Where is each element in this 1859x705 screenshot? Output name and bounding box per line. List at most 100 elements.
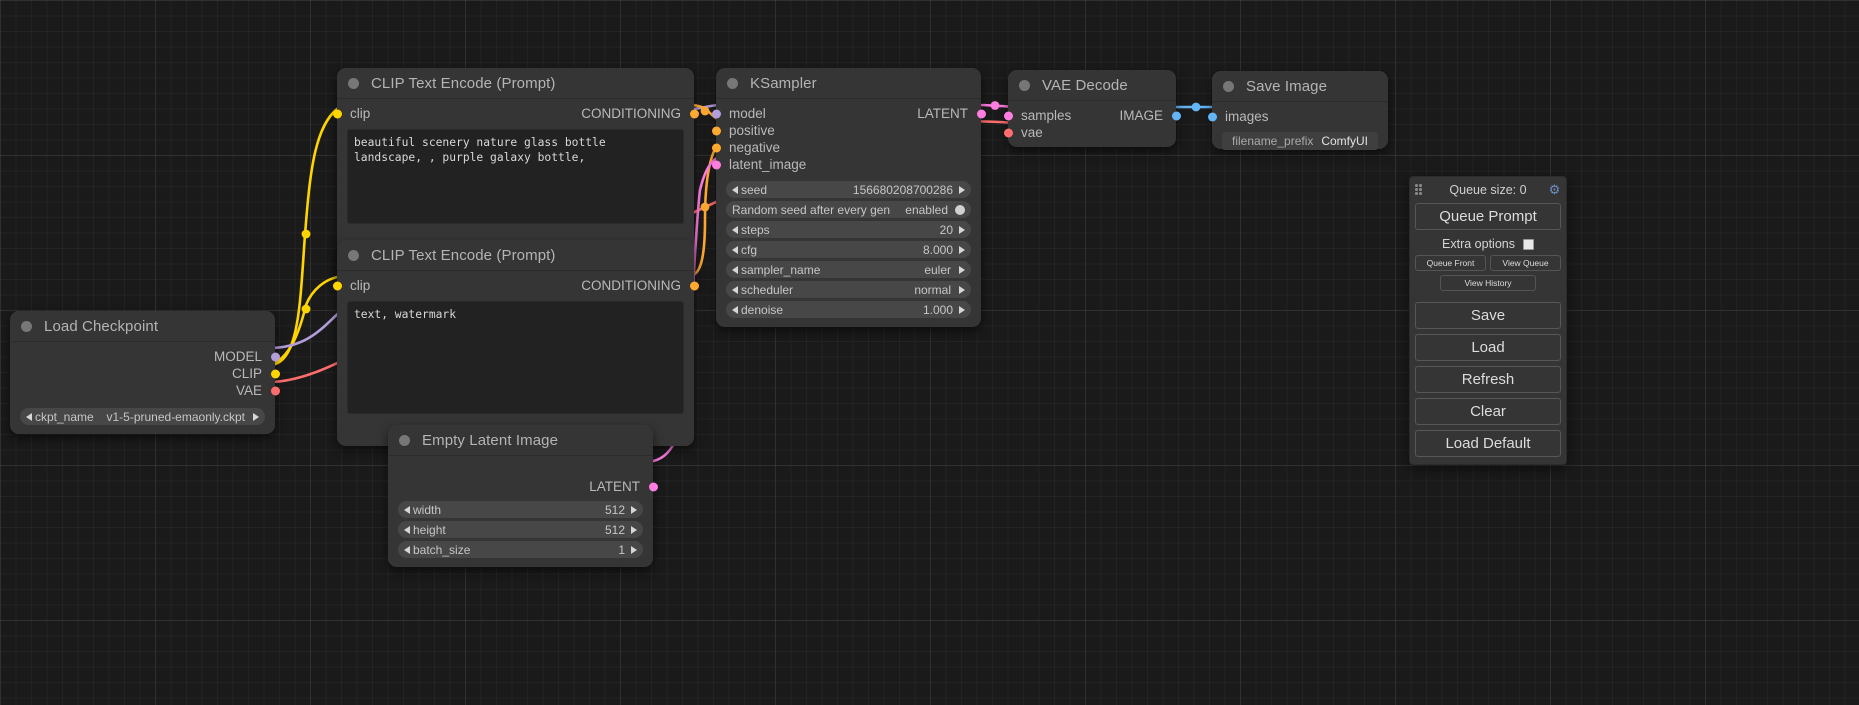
chevron-right-icon[interactable] bbox=[959, 265, 965, 274]
chevron-right-icon[interactable] bbox=[959, 225, 965, 234]
node-title-bar[interactable]: Load Checkpoint bbox=[10, 311, 275, 341]
toggle-knob-icon[interactable] bbox=[955, 204, 965, 215]
chevron-right-icon[interactable] bbox=[959, 245, 965, 254]
port-model[interactable] bbox=[270, 352, 280, 361]
chevron-left-icon[interactable] bbox=[404, 505, 410, 514]
input-slot-positive[interactable]: positive bbox=[711, 122, 981, 139]
view-queue-button[interactable]: View Queue bbox=[1490, 255, 1561, 271]
port-negative-in[interactable] bbox=[711, 143, 721, 152]
refresh-button[interactable]: Refresh bbox=[1415, 366, 1561, 393]
widget-seed[interactable]: seed 156680208700286 bbox=[726, 181, 971, 198]
chevron-right-icon[interactable] bbox=[959, 305, 965, 314]
chevron-left-icon[interactable] bbox=[732, 185, 738, 194]
clear-button[interactable]: Clear bbox=[1415, 398, 1561, 425]
chevron-right-icon[interactable] bbox=[631, 525, 637, 534]
node-collapse-icon[interactable] bbox=[348, 77, 359, 89]
input-slot-model[interactable]: model LATENT bbox=[711, 105, 986, 122]
node-title-bar[interactable]: Empty Latent Image bbox=[388, 425, 653, 455]
chevron-right-icon[interactable] bbox=[959, 285, 965, 294]
chevron-left-icon[interactable] bbox=[732, 245, 738, 254]
output-slot-latent[interactable]: LATENT bbox=[388, 478, 658, 495]
port-conditioning-out[interactable] bbox=[689, 109, 699, 118]
port-clip[interactable] bbox=[270, 369, 280, 378]
widget-steps[interactable]: steps 20 bbox=[726, 221, 971, 238]
load-default-button[interactable]: Load Default bbox=[1415, 430, 1561, 457]
chevron-left-icon[interactable] bbox=[404, 525, 410, 534]
port-clip-in[interactable] bbox=[332, 109, 342, 118]
chevron-left-icon[interactable] bbox=[732, 285, 738, 294]
port-conditioning-out[interactable] bbox=[689, 281, 699, 290]
port-images-in[interactable] bbox=[1207, 112, 1217, 121]
chevron-left-icon[interactable] bbox=[732, 225, 738, 234]
gear-icon[interactable]: ⚙ bbox=[1548, 182, 1561, 197]
comfy-menu-panel[interactable]: Queue size: 0 ⚙ Queue Prompt Extra optio… bbox=[1409, 176, 1567, 465]
widget-sampler-name[interactable]: sampler_name euler bbox=[726, 261, 971, 278]
port-latent-out[interactable] bbox=[976, 109, 986, 118]
input-slot-vae[interactable]: vae bbox=[1003, 124, 1176, 141]
chevron-right-icon[interactable] bbox=[959, 185, 965, 194]
chevron-left-icon[interactable] bbox=[26, 412, 32, 421]
output-slot-model[interactable]: MODEL bbox=[10, 348, 280, 365]
drag-handle-icon[interactable] bbox=[1415, 184, 1424, 195]
input-slot-images[interactable]: images bbox=[1207, 108, 1388, 125]
widget-scheduler[interactable]: scheduler normal bbox=[726, 281, 971, 298]
input-slot-clip[interactable]: clip CONDITIONING bbox=[332, 277, 699, 294]
widget-ckpt-name[interactable]: ckpt_name v1-5-pruned-emaonly.ckpt bbox=[20, 408, 265, 425]
chevron-right-icon[interactable] bbox=[253, 412, 259, 421]
input-slot-samples[interactable]: samples IMAGE bbox=[1003, 107, 1181, 124]
widget-filename-prefix[interactable]: filename_prefix ComfyUI bbox=[1222, 132, 1378, 150]
port-model-in[interactable] bbox=[711, 109, 721, 118]
node-save-image[interactable]: Save Image images filename_prefix ComfyU… bbox=[1207, 71, 1388, 150]
node-empty-latent-image[interactable]: Empty Latent Image LATENT width 512 heig… bbox=[388, 425, 658, 567]
view-history-button[interactable]: View History bbox=[1440, 275, 1536, 291]
node-collapse-icon[interactable] bbox=[1019, 79, 1030, 91]
port-positive-in[interactable] bbox=[711, 126, 721, 135]
output-slot-clip[interactable]: CLIP bbox=[10, 365, 280, 382]
port-samples-in[interactable] bbox=[1003, 111, 1013, 120]
widget-cfg[interactable]: cfg 8.000 bbox=[726, 241, 971, 258]
prompt-textarea-positive[interactable]: beautiful scenery nature glass bottle la… bbox=[347, 129, 684, 224]
queue-prompt-button[interactable]: Queue Prompt bbox=[1415, 203, 1561, 230]
widget-denoise[interactable]: denoise 1.000 bbox=[726, 301, 971, 318]
port-image-out[interactable] bbox=[1171, 111, 1181, 120]
output-slot-vae[interactable]: VAE bbox=[10, 382, 280, 399]
input-slot-latent-image[interactable]: latent_image bbox=[711, 156, 981, 173]
input-slot-clip[interactable]: clip CONDITIONING bbox=[332, 105, 699, 122]
queue-front-button[interactable]: Queue Front bbox=[1415, 255, 1486, 271]
widget-height[interactable]: height 512 bbox=[398, 521, 643, 538]
node-vae-decode[interactable]: VAE Decode samples IMAGE vae bbox=[1003, 70, 1181, 147]
node-clip-text-encode-negative[interactable]: CLIP Text Encode (Prompt) clip CONDITION… bbox=[332, 240, 699, 446]
node-title-bar[interactable]: Save Image bbox=[1212, 71, 1388, 101]
prompt-textarea-negative[interactable]: text, watermark bbox=[347, 301, 684, 414]
node-title-bar[interactable]: CLIP Text Encode (Prompt) bbox=[337, 68, 694, 98]
widget-width[interactable]: width 512 bbox=[398, 501, 643, 518]
node-title-bar[interactable]: CLIP Text Encode (Prompt) bbox=[337, 240, 694, 270]
widget-value[interactable]: ComfyUI bbox=[1321, 134, 1368, 148]
node-load-checkpoint[interactable]: Load Checkpoint MODEL CLIP VAE ckpt_name… bbox=[10, 311, 280, 434]
node-collapse-icon[interactable] bbox=[727, 77, 738, 89]
node-collapse-icon[interactable] bbox=[21, 320, 32, 332]
chevron-left-icon[interactable] bbox=[732, 265, 738, 274]
node-collapse-icon[interactable] bbox=[348, 249, 359, 261]
chevron-left-icon[interactable] bbox=[404, 545, 410, 554]
widget-batch-size[interactable]: batch_size 1 bbox=[398, 541, 643, 558]
node-collapse-icon[interactable] bbox=[399, 434, 410, 446]
port-vae-in[interactable] bbox=[1003, 128, 1013, 137]
input-slot-negative[interactable]: negative bbox=[711, 139, 981, 156]
chevron-right-icon[interactable] bbox=[631, 505, 637, 514]
widget-random-seed-toggle[interactable]: Random seed after every gen enabled bbox=[726, 201, 971, 218]
node-collapse-icon[interactable] bbox=[1223, 80, 1234, 92]
port-vae[interactable] bbox=[270, 386, 280, 395]
extra-options-row[interactable]: Extra options bbox=[1415, 237, 1561, 251]
chevron-left-icon[interactable] bbox=[732, 305, 738, 314]
extra-options-checkbox[interactable] bbox=[1522, 238, 1534, 250]
node-title-bar[interactable]: KSampler bbox=[716, 68, 981, 98]
chevron-right-icon[interactable] bbox=[631, 545, 637, 554]
save-button[interactable]: Save bbox=[1415, 302, 1561, 329]
load-button[interactable]: Load bbox=[1415, 334, 1561, 361]
port-latent-out[interactable] bbox=[648, 482, 658, 491]
port-clip-in[interactable] bbox=[332, 281, 342, 290]
port-latent-image-in[interactable] bbox=[711, 160, 721, 169]
node-title-bar[interactable]: VAE Decode bbox=[1008, 70, 1176, 100]
